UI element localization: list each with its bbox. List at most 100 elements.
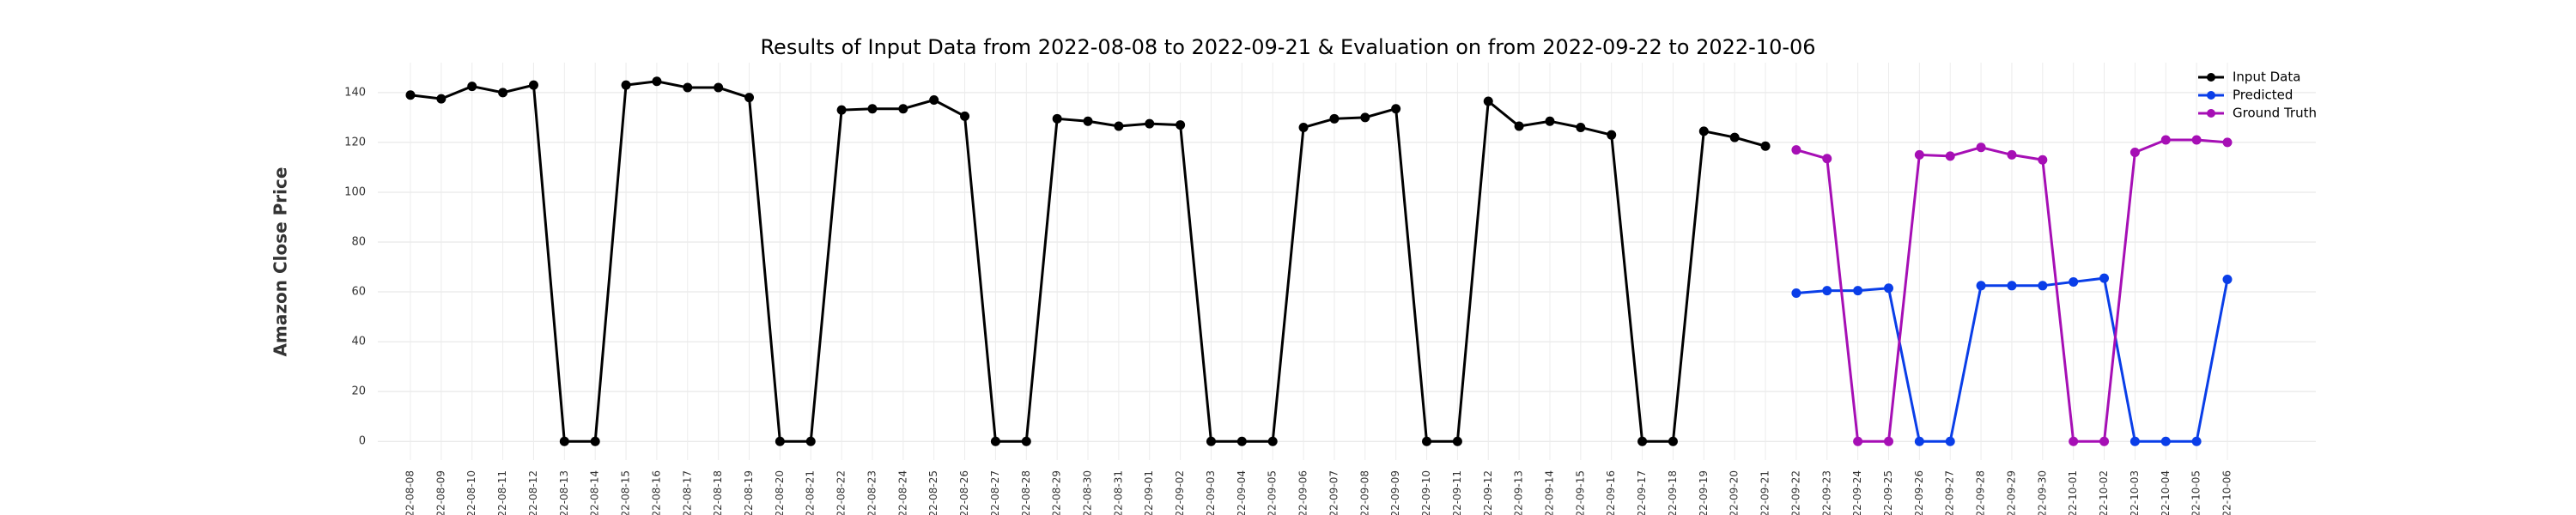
data-point <box>1514 121 1524 131</box>
data-point <box>621 80 631 90</box>
data-point <box>559 436 569 446</box>
data-point <box>652 76 662 87</box>
x-tick-label: 2022-09-08 <box>1358 470 1370 515</box>
x-tick-label: 2022-09-21 <box>1759 470 1771 515</box>
x-tick-label: 2022-08-09 <box>434 470 447 515</box>
x-tick-label: 2022-08-15 <box>620 470 632 515</box>
data-point <box>2099 436 2110 446</box>
data-point <box>1791 145 1801 155</box>
data-point <box>1236 436 1247 446</box>
data-point <box>1976 142 1986 153</box>
data-point <box>2038 281 2048 291</box>
data-point <box>2222 137 2233 148</box>
data-point <box>405 90 416 100</box>
x-tick-label: 2022-08-28 <box>1020 470 1032 515</box>
data-point <box>1698 126 1709 136</box>
x-tick-label: 2022-08-30 <box>1082 470 1094 515</box>
x-tick-label: 2022-10-02 <box>2098 470 2110 515</box>
data-point <box>1298 122 1309 132</box>
data-point <box>805 436 816 446</box>
x-tick-label: 2022-09-17 <box>1636 470 1648 515</box>
x-tick-label: 2022-08-29 <box>1051 470 1063 515</box>
x-tick-label: 2022-09-14 <box>1543 470 1555 515</box>
data-point <box>1422 436 1432 446</box>
x-tick-label: 2022-08-18 <box>712 470 724 515</box>
x-tick-label: 2022-09-04 <box>1236 470 1248 515</box>
legend-label: Predicted <box>2233 88 2293 103</box>
legend-marker <box>2207 91 2215 100</box>
x-tick-label: 2022-09-16 <box>1605 470 1617 515</box>
x-tick-label: 2022-08-08 <box>404 470 416 515</box>
x-tick-label: 2022-10-03 <box>2129 470 2141 515</box>
data-point <box>960 111 970 121</box>
x-tick-label: 2022-09-28 <box>1975 470 1987 515</box>
data-point <box>1267 436 1278 446</box>
data-point <box>1391 104 1401 114</box>
x-tick-label: 2022-08-16 <box>650 470 662 515</box>
data-point <box>1083 116 1093 126</box>
data-point <box>1452 436 1462 446</box>
data-point <box>1145 118 1155 129</box>
x-tick-label: 2022-09-30 <box>2036 470 2048 515</box>
x-tick-label: 2022-09-15 <box>1574 470 1586 515</box>
x-tick-label: 2022-08-31 <box>1112 470 1124 515</box>
data-point <box>2191 436 2202 446</box>
data-point <box>1021 436 1031 446</box>
data-point <box>2129 436 2140 446</box>
chart-title: Results of Input Data from 2022-08-08 to… <box>760 35 1815 59</box>
data-point <box>898 104 908 114</box>
x-tick-label: 2022-08-22 <box>835 470 848 515</box>
x-tick-label: 2022-08-10 <box>465 470 477 515</box>
data-point <box>990 436 1000 446</box>
data-point <box>1791 288 1801 299</box>
data-point <box>1483 96 1493 106</box>
x-tick-label: 2022-09-01 <box>1143 470 1155 515</box>
data-point <box>2038 154 2048 165</box>
x-tick-label: 2022-10-04 <box>2160 470 2172 515</box>
data-point <box>590 436 600 446</box>
x-tick-label: 2022-08-23 <box>866 470 878 515</box>
x-tick-label: 2022-08-17 <box>681 470 693 515</box>
data-point <box>1607 130 1617 140</box>
x-tick-label: 2022-09-20 <box>1728 470 1741 515</box>
data-point <box>929 95 939 106</box>
x-tick-label: 2022-09-25 <box>1882 470 1894 515</box>
x-tick-label: 2022-09-06 <box>1297 470 1309 515</box>
data-point <box>1853 436 1863 446</box>
data-point <box>836 105 847 115</box>
x-tick-label: 2022-08-14 <box>589 470 601 515</box>
y-axis-label: Amazon Close Price <box>270 167 291 357</box>
x-tick-label: 2022-09-19 <box>1698 470 1710 515</box>
x-tick-label: 2022-09-27 <box>1944 470 1956 515</box>
data-point <box>683 82 693 93</box>
y-tick-label: 140 <box>344 86 366 99</box>
data-point <box>467 82 477 92</box>
y-tick-label: 60 <box>351 286 366 299</box>
data-point <box>1976 281 1986 291</box>
x-tick-label: 2022-09-02 <box>1174 470 1186 515</box>
x-tick-label: 2022-09-05 <box>1267 470 1279 515</box>
y-tick-label: 20 <box>351 385 366 398</box>
x-tick-label: 2022-10-01 <box>2067 470 2079 515</box>
data-point <box>528 80 538 90</box>
data-point <box>2069 436 2079 446</box>
x-tick-label: 2022-10-06 <box>2221 470 2233 515</box>
x-tick-label: 2022-08-20 <box>774 470 786 515</box>
data-point <box>498 88 508 98</box>
data-point <box>1945 151 1955 161</box>
data-point <box>2191 135 2202 145</box>
legend-marker <box>2207 109 2215 118</box>
data-point <box>1545 116 1555 126</box>
data-point <box>1329 113 1340 124</box>
x-tick-label: 2022-09-03 <box>1205 470 1217 515</box>
data-point <box>436 94 447 104</box>
x-tick-label: 2022-09-26 <box>1913 470 1925 515</box>
data-point <box>1822 154 1832 164</box>
data-point <box>1853 286 1863 296</box>
x-tick-label: 2022-08-11 <box>496 470 508 515</box>
x-tick-label: 2022-09-13 <box>1513 470 1525 515</box>
x-tick-label: 2022-08-25 <box>927 470 939 515</box>
data-point <box>1668 436 1678 446</box>
data-point <box>1760 141 1771 151</box>
